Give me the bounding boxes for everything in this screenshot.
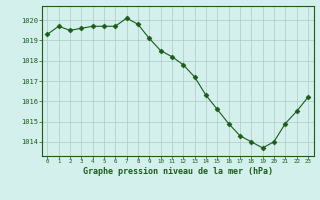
X-axis label: Graphe pression niveau de la mer (hPa): Graphe pression niveau de la mer (hPa) (83, 167, 273, 176)
